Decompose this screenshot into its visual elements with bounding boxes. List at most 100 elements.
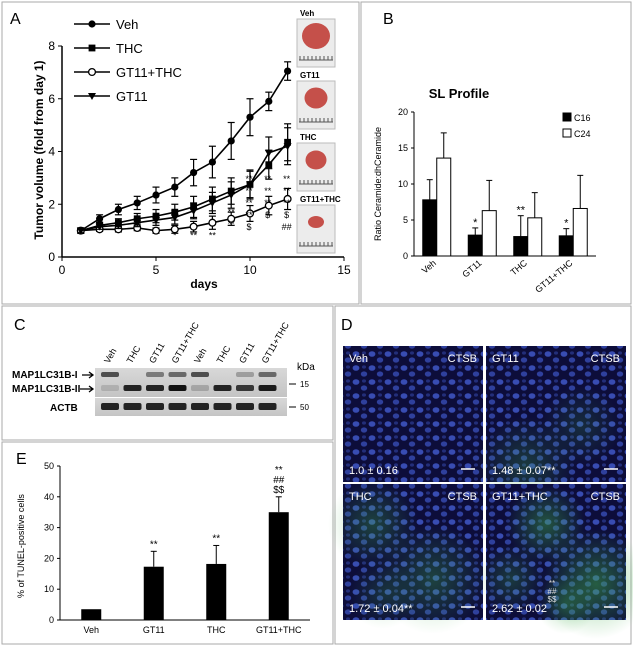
c-lane-label: Veh	[192, 347, 208, 365]
ctsb-signal	[541, 386, 621, 466]
a-point	[246, 113, 254, 121]
ctsb-micrographs: Veh CTSB 1.0 ± 0.16 GT11 CTSB 1.48 ± 0.07** TH…	[328, 346, 633, 639]
a-x-axis-label: days	[190, 277, 218, 291]
e-x-tick-label: Veh	[83, 625, 99, 635]
kda-label: kDa	[297, 362, 315, 373]
c-band-lc3-i	[168, 372, 187, 377]
a-legend-label: GT11+THC	[116, 65, 182, 80]
a-significance-mark: **	[209, 231, 217, 241]
a-point	[264, 201, 273, 210]
a-significance-mark: **	[245, 210, 253, 220]
c-band-lc3-ii	[123, 385, 142, 391]
b-bar	[481, 210, 497, 257]
b-y-tick-label: 10	[398, 179, 408, 189]
a-significance-mark: **	[245, 174, 253, 184]
c-band-actb	[191, 403, 209, 410]
a-significance-mark: **	[245, 186, 253, 196]
ctsb-signal	[476, 544, 546, 614]
c-band-actb	[236, 403, 254, 410]
a-legend-label: GT11	[116, 89, 148, 104]
c-band-lc3-ii	[168, 385, 187, 391]
panel-d-frame	[334, 305, 632, 645]
b-x-tick-label: Veh	[420, 258, 438, 276]
micrograph-tile: GT11+THC CTSB 2.62 ± 0.02 **##$$	[476, 484, 633, 639]
a-point	[151, 226, 161, 235]
a-point	[133, 219, 142, 227]
panel-a-frame	[1, 1, 360, 305]
micrograph-label: GT11	[492, 353, 519, 365]
tunel-chart: % of TUNEL-positive cells 0 10 20 30 40 50 Ve…	[16, 461, 310, 635]
a-significance-mark: **	[264, 198, 272, 208]
a-point	[264, 149, 273, 157]
c-band-lc3-ii	[101, 385, 119, 391]
a-point	[245, 209, 255, 218]
c-band-lc3-i	[191, 372, 209, 377]
e-y-tick-label: 40	[44, 492, 54, 502]
a-point	[76, 227, 85, 235]
a-legend-marker	[88, 93, 96, 100]
a-point	[170, 214, 179, 222]
arrow-lc3-ii-icon	[80, 385, 95, 393]
c-lane-label: Veh	[102, 347, 118, 365]
b-bar	[422, 199, 438, 257]
panel-label-d: D	[341, 317, 353, 334]
a-legend-label: Veh	[116, 17, 138, 32]
sl-profile-chart: SL Profile Ratio Ceramide:dhCeramide 0 5 1…	[373, 86, 596, 295]
a-point	[96, 215, 104, 223]
a-series-line	[80, 141, 289, 232]
b-y-tick-label: 20	[398, 107, 408, 117]
a-point	[227, 192, 236, 200]
a-point	[152, 217, 160, 225]
b-y-tick-label: 5	[403, 215, 408, 225]
b-title: SL Profile	[429, 86, 489, 101]
panel-label-e: E	[16, 451, 27, 468]
a-significance-mark: $	[265, 210, 270, 220]
b-legend-label: C24	[574, 129, 591, 139]
a-photo-label: GT11	[300, 71, 320, 80]
micrograph-label: THC	[349, 491, 372, 503]
a-x-tick-label: 5	[153, 263, 160, 277]
marker-15-label: 15	[300, 380, 309, 389]
micrograph-image	[343, 346, 483, 482]
e-bar	[81, 609, 102, 620]
a-y-tick-label: 6	[48, 92, 55, 106]
tumor-volume-chart: 0 5 10 15 0 2 4 6 8 Tumor volume (fold from day …	[32, 9, 351, 291]
a-point	[283, 143, 292, 151]
a-tumor-shape	[305, 150, 327, 170]
c-band-lc3-i	[101, 372, 119, 377]
panel-label-c: C	[14, 317, 26, 334]
b-bar	[572, 207, 588, 257]
micrograph-label: Veh	[349, 353, 368, 365]
a-series	[77, 61, 292, 235]
micrograph-value: 1.0 ± 0.16	[349, 465, 398, 477]
e-y-tick-label: 30	[44, 523, 54, 533]
micrograph-value: 2.62 ± 0.02	[492, 603, 547, 615]
a-significance-mark: **	[283, 174, 291, 184]
band-label-lc3-ii: MAP1LC31B-II	[12, 384, 81, 395]
panel-b-frame	[360, 1, 632, 305]
c-band-lc3-ii	[191, 385, 209, 391]
a-point	[171, 183, 179, 191]
a-point	[283, 194, 292, 204]
a-series-line	[80, 70, 289, 232]
a-y-tick-label: 0	[48, 250, 55, 264]
a-significance-mark: $	[284, 210, 289, 220]
e-bar	[143, 566, 164, 620]
a-tumor-shape	[308, 216, 324, 228]
c-band-actb	[258, 403, 277, 410]
band-label-actb: ACTB	[50, 403, 78, 414]
c-band-lc3-ii	[236, 385, 254, 391]
c-band-actb	[101, 403, 119, 410]
marker-50-label: 50	[300, 403, 309, 412]
b-bar	[527, 217, 543, 257]
b-x-tick-label: GT11	[460, 258, 483, 280]
a-y-tick-label: 2	[48, 197, 55, 211]
e-bar	[206, 563, 227, 620]
b-legend-swatch	[562, 112, 572, 122]
micrograph-stain: CTSB	[448, 491, 477, 503]
a-x-tick-label: 10	[243, 263, 257, 277]
a-y-tick-label: 8	[48, 39, 55, 53]
a-photo-label: GT11+THC	[300, 195, 341, 204]
micrograph-label: GT11+THC	[492, 491, 548, 503]
